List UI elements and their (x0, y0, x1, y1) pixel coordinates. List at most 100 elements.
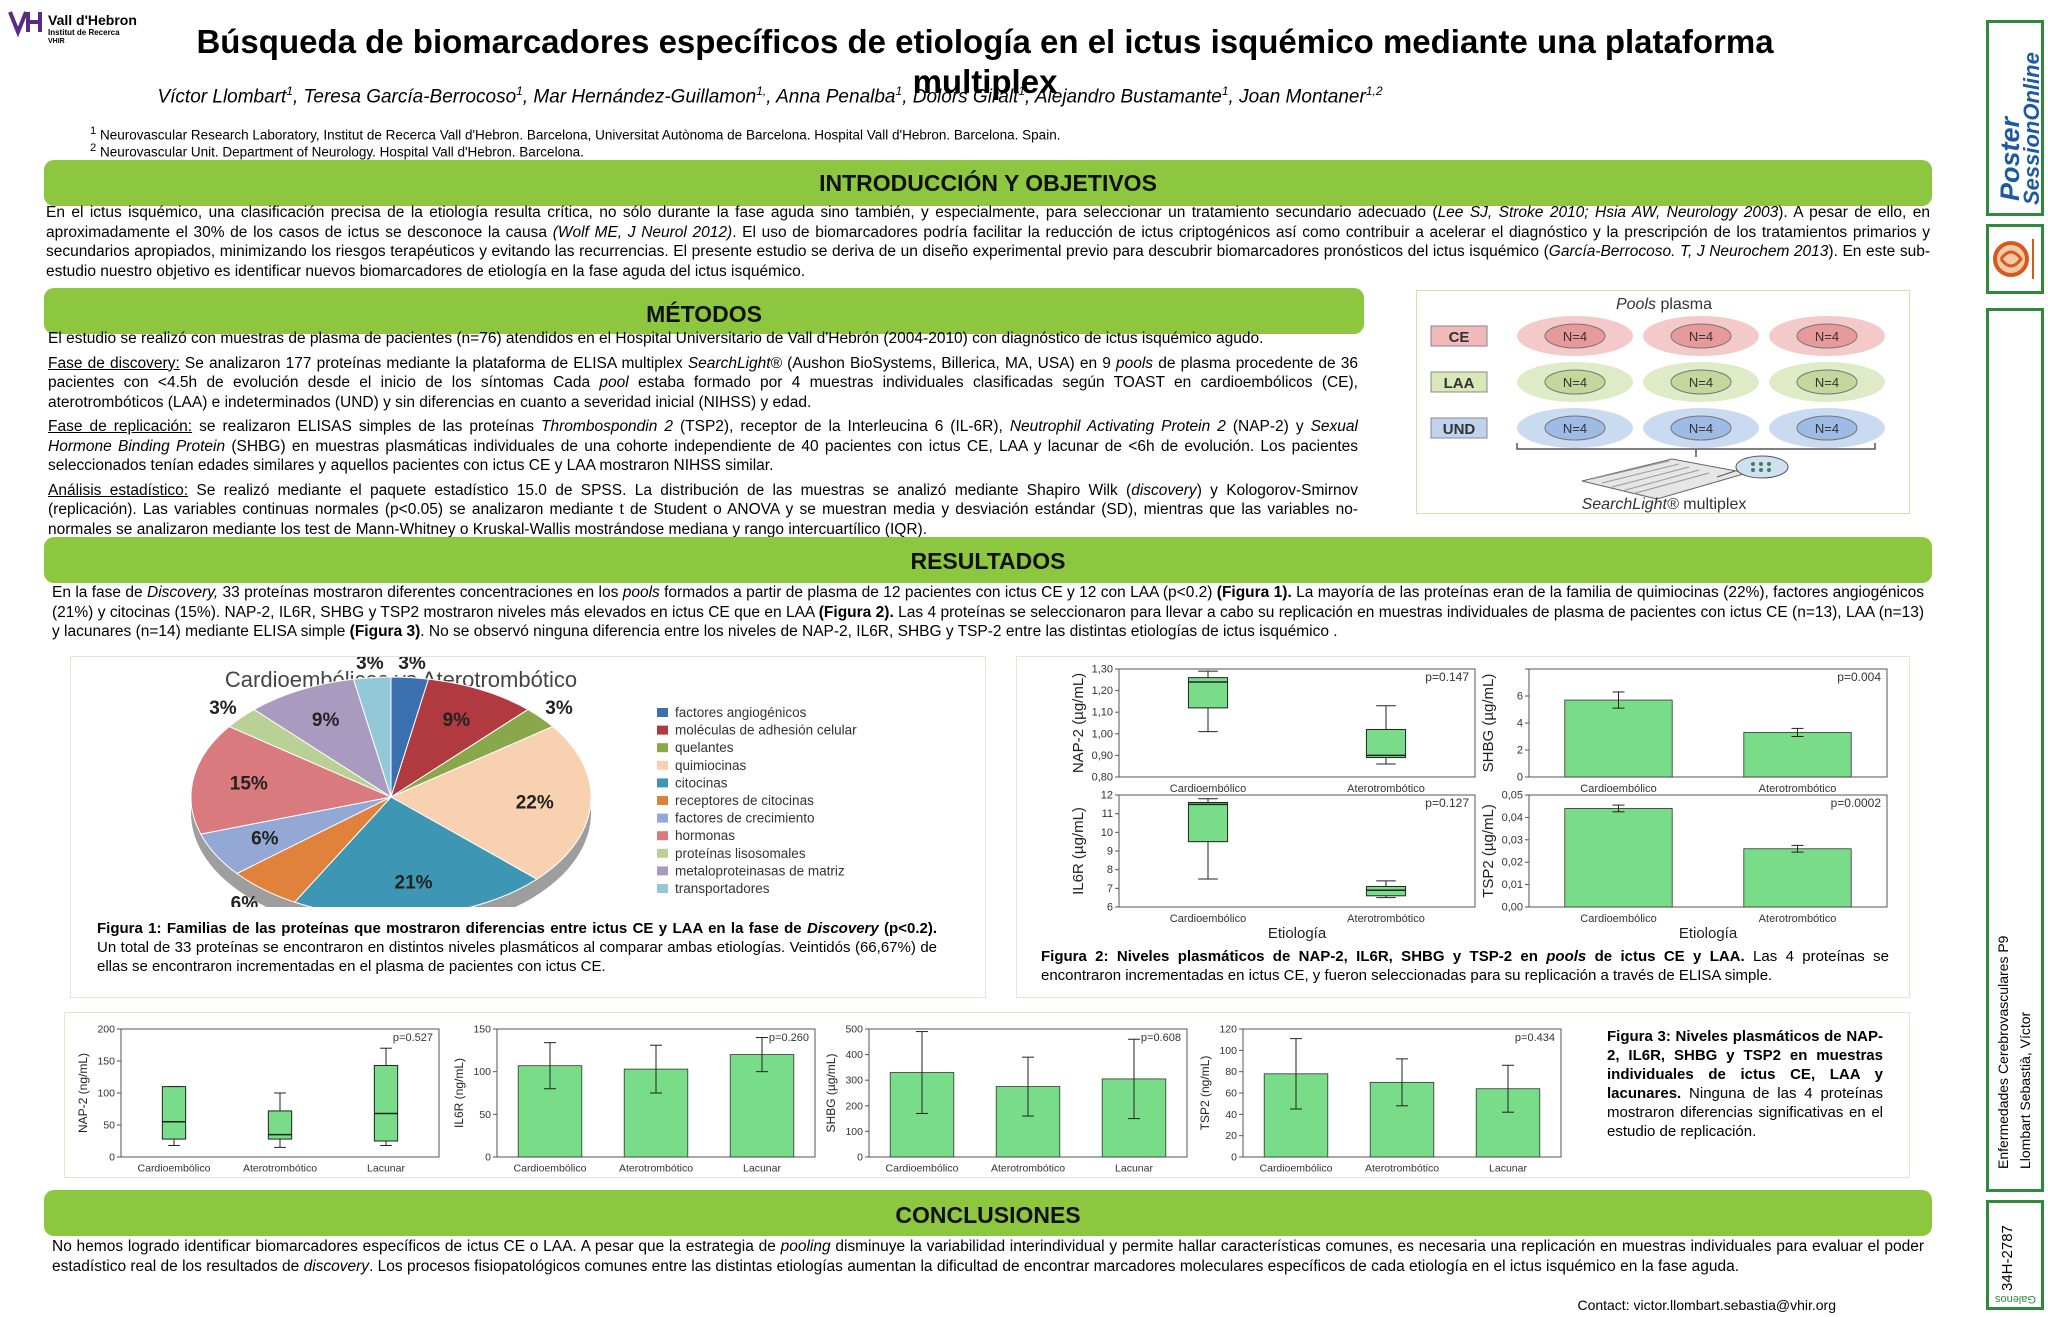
pie-data-label: 6% (251, 829, 279, 850)
figure-2-charts: 0,80 0,90 1,00 1,10 1,20 1,30 NAP-2 (µg/mL) p=0… (1070, 664, 1888, 942)
chart-fig2-tsp2: 0,00 0,01 0,02 0,03 0,04 0,05 TSP2 (µg/mL) p=0.… (1480, 790, 1888, 942)
x-tick-label: Aterotrombótico (991, 1163, 1065, 1175)
pool-inner (1796, 369, 1858, 395)
vhir-logo: Vall d'Hebron Institut de Recerca VHIR (8, 6, 158, 46)
legend-swatch (657, 778, 668, 788)
pool-inner (1544, 415, 1606, 441)
pie-slice (389, 725, 592, 880)
y-tick-label: 100 (97, 1088, 115, 1100)
y-tick-label: 40 (1225, 1109, 1237, 1121)
legend-swatch (657, 708, 668, 717)
p-value: p=0.260 (769, 1032, 809, 1044)
y-tick-label: 0 (485, 1152, 491, 1164)
bar (1743, 732, 1852, 778)
pie-slice (190, 725, 393, 835)
y-tick-label: 100 (845, 1126, 863, 1138)
y-tick-label: 6 (1107, 902, 1113, 914)
p-value: p=0.527 (393, 1032, 433, 1044)
y-tick-label: 0,01 (1502, 879, 1523, 891)
pie-data-label: 22% (516, 792, 554, 813)
pool-count: N=4 (1689, 421, 1713, 436)
y-axis-label: IL6R (ng/mL) (452, 1058, 466, 1128)
legend-swatch (657, 848, 668, 858)
legend-label: metaloproteinasas de matriz (675, 863, 845, 878)
x-tick-label: Cardioembólico (514, 1163, 587, 1175)
legend-label: transportadores (675, 881, 770, 896)
y-tick-label: 8 (1107, 864, 1113, 876)
chart-fig3-nap2: 0 50 100 150 200 NAP-2 (ng/mL) p=0.527 Cardioem… (76, 1024, 440, 1175)
y-axis-label: IL6R (µg/mL) (1070, 807, 1087, 895)
logo-subtitle: Institut de Recerca (48, 28, 120, 37)
author-name: Joan Montaner (1239, 86, 1366, 108)
pie-chart: Cardioembólicos vs Aterotrombótico 3%9%3… (190, 653, 857, 933)
x-tick-label: Aterotrombótico (1347, 783, 1425, 795)
y-tick-label: 0,02 (1502, 857, 1523, 869)
figure-1-panel: Cardioembólicos vs Aterotrombótico 3%9%3… (70, 653, 986, 998)
pool-inner (1670, 369, 1732, 395)
pie-data-label: 15% (230, 773, 268, 794)
microplate-icon (1581, 455, 1789, 500)
author-name: Teresa García-Berrocoso (303, 86, 517, 108)
session-author: Llombart Sebastià, Víctor (2017, 1011, 2033, 1169)
pool-count: N=4 (1563, 375, 1587, 390)
pool-count: N=4 (1815, 329, 1839, 344)
x-tick-label: Aterotrombótico (1759, 783, 1837, 795)
poster-session-logo: Poster SessionOnline (1986, 20, 2044, 216)
legend-swatch (657, 866, 668, 876)
poster-code: 34H-2787 (1999, 1225, 2016, 1291)
box (161, 1086, 187, 1140)
figure-2-panel: 0,80 0,90 1,00 1,10 1,20 1,30 NAP-2 (µg/mL) p=0… (1016, 656, 1910, 998)
legend-label: quimiocinas (675, 758, 747, 773)
author-name: Anna Penalba (776, 86, 896, 108)
box (373, 1064, 399, 1142)
y-axis-label: TSP2 (ng/mL) (1198, 1056, 1212, 1131)
y-tick-label: 10 (1101, 827, 1113, 839)
author-affiliation: 1 (286, 84, 293, 98)
pie-data-label: 3% (545, 698, 573, 719)
x-tick-label: Cardioembólico (1170, 913, 1246, 925)
pie-data-label: 6% (231, 893, 259, 907)
svg-text:Pools plasma: Pools plasma (1616, 296, 1712, 313)
conclusions-heading: CONCLUSIONES (44, 1190, 1932, 1236)
methods-p2: Fase de discovery: Se analizaron 177 pro… (48, 354, 1359, 411)
y-tick-label: 0 (1517, 772, 1523, 784)
bar (1743, 848, 1852, 908)
results-text: En la fase de Discovery, 33 proteínas mo… (52, 584, 1925, 640)
pie-data-label: 3% (398, 657, 426, 674)
x-tick-label: Cardioembólico (1580, 783, 1656, 795)
author-name: Dolors Giralt (912, 86, 1019, 108)
y-tick-label: 4 (1517, 718, 1523, 730)
pool-count: N=4 (1563, 329, 1587, 344)
x-tick-label: Cardioembólico (1170, 783, 1246, 795)
legend-label: citocinas (675, 775, 728, 790)
legend-swatch (657, 831, 668, 841)
author-list: Víctor Llombart 1, Teresa García-Berrocos… (157, 84, 1383, 108)
box (1365, 728, 1407, 759)
intro-text: En el ictus isquémico, una clasificación… (46, 204, 1930, 280)
x-tick-label: Aterotrombótico (1347, 913, 1425, 925)
affiliation-1: 1 Neurovascular Research Laboratory, Ins… (90, 125, 1060, 143)
pie-data-label: 3% (356, 657, 384, 674)
pools-diagram: Pools plasma CE N=4 N=4 N=4 LAA N=4 N=4 N=4 UND N… (1416, 290, 1910, 514)
x-tick-label: Cardioembólico (886, 1163, 959, 1175)
box (1187, 801, 1229, 843)
methods-text: El estudio se realizó con muestras de pl… (48, 329, 1358, 539)
pool-count: N=4 (1815, 375, 1839, 390)
bar (1564, 808, 1673, 908)
author-affiliation: 1, (756, 84, 767, 98)
results-heading: RESULTADOS (44, 537, 1932, 583)
author-name: Mar Hernández-Guillamon (533, 86, 757, 108)
pie-slice (253, 678, 392, 799)
intro-heading: INTRODUCCIÓN Y OBJETIVOS (44, 160, 1932, 206)
legend-label: hormonas (675, 828, 735, 843)
affiliation-number: 2 (90, 142, 97, 154)
y-tick-label: 0 (109, 1152, 115, 1164)
y-tick-label: 80 (1225, 1066, 1237, 1078)
y-tick-label: 0 (857, 1152, 863, 1164)
y-tick-label: 500 (845, 1024, 863, 1036)
contact-email[interactable]: Contact: victor.llombart.sebastia@vhir.o… (1577, 1297, 1836, 1313)
poster-title: Búsqueda de biomarcadores específicos de… (196, 23, 1774, 100)
pool-count: N=4 (1815, 421, 1839, 436)
x-tick-label: Lacunar (367, 1163, 405, 1175)
